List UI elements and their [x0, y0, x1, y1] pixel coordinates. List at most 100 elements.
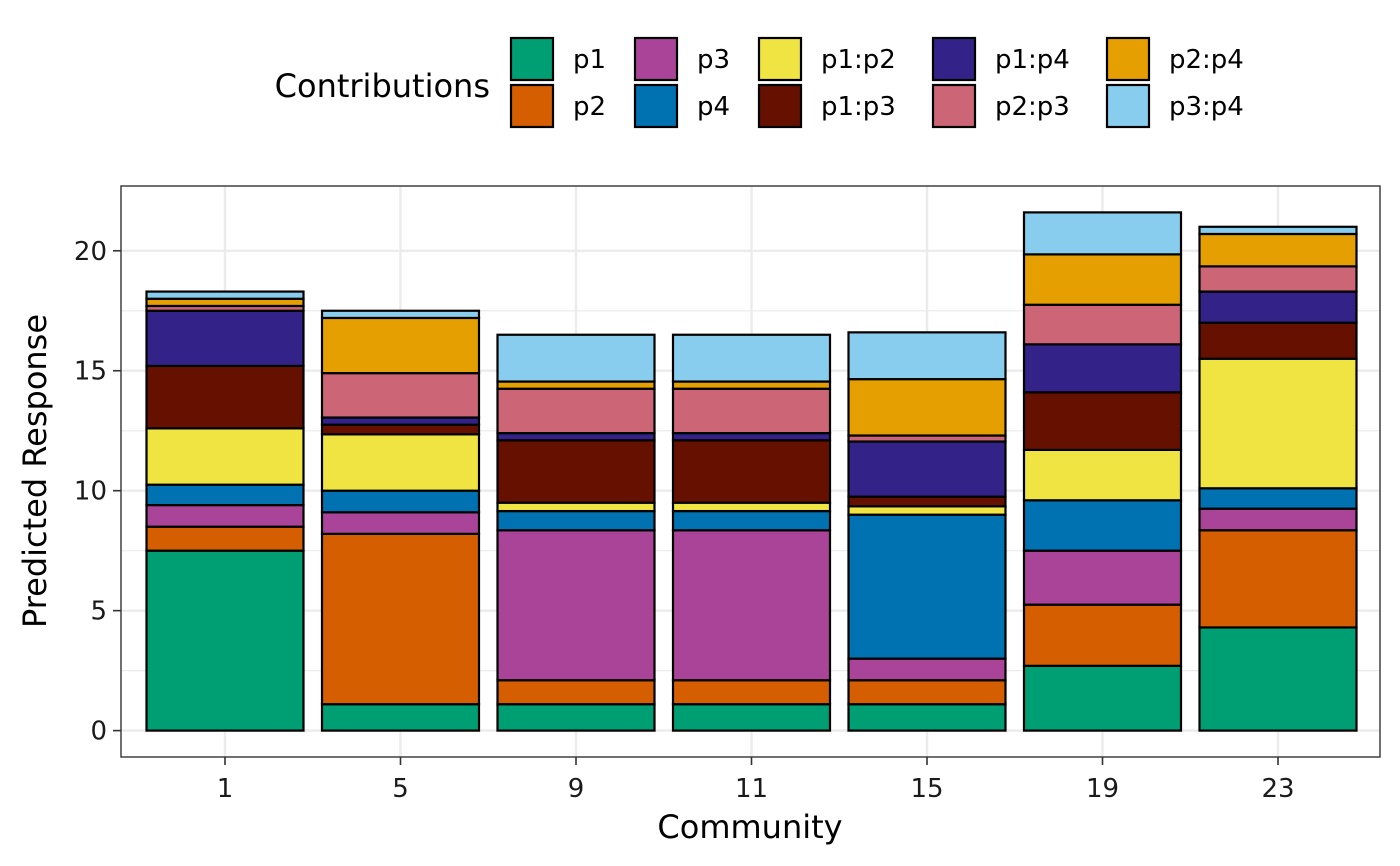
bar-segment-15-p1-p3	[847, 495, 1007, 508]
bar-segment-15-p1-p2	[847, 505, 1007, 516]
x-tick-label: 19	[1086, 774, 1119, 804]
bar-segment-9-p1	[496, 703, 656, 732]
legend-swatch-p2-p4	[1105, 36, 1151, 82]
bar-segment-19-p2-p3	[1022, 303, 1183, 346]
bar-segment-19-p2	[1022, 603, 1183, 667]
legend-label-p2-p4: p2:p4	[1169, 45, 1244, 75]
legend-swatch-p3	[633, 36, 679, 82]
bar-segment-19-p3-p4	[1022, 211, 1183, 256]
bar-segment-1-p3	[145, 503, 305, 528]
legend-item-p1-p3: p1:p3	[757, 83, 896, 129]
legend-label-p1: p1	[573, 45, 606, 75]
y-tick-label: 10	[74, 477, 107, 507]
bar-stack-15	[847, 331, 1007, 732]
y-tick-label: 20	[74, 237, 107, 267]
x-tick-label: 11	[735, 774, 768, 804]
legend-label-p3: p3	[697, 45, 730, 75]
bar-segment-5-p2-p4	[320, 316, 481, 375]
legend-swatch-p1-p2	[757, 36, 803, 82]
legend-item-p2-p3: p2:p3	[931, 83, 1070, 129]
x-tick-label: 23	[1261, 774, 1294, 804]
bar-segment-9-p4	[496, 509, 656, 532]
legend-label-p1-p4: p1:p4	[995, 45, 1070, 75]
legend-item-p1-p4: p1:p4	[931, 36, 1070, 82]
x-axis: 1 5 9 11 15 19 23	[217, 757, 1295, 804]
bar-segment-15-p3-p4	[847, 331, 1007, 381]
legend-label-p4: p4	[697, 92, 730, 122]
legend-label-p2: p2	[573, 92, 606, 122]
bar-segment-1-p4	[145, 483, 305, 507]
bar-segment-9-p2-p3	[496, 387, 656, 435]
bar-segment-11-p1	[671, 703, 832, 732]
legend-swatch-p2-p3	[931, 83, 977, 129]
bar-segment-11-p1-p2	[671, 501, 832, 513]
bar-segment-9-p1-p2	[496, 501, 656, 513]
bar-segment-1-p2	[145, 525, 305, 552]
legend-swatch-p3-p4	[1105, 83, 1151, 129]
bar-segment-23-p3-p4	[1198, 225, 1358, 236]
x-tick-label: 5	[392, 774, 409, 804]
legend-item-p2: p2	[509, 83, 606, 129]
legend-swatch-p2	[509, 83, 555, 129]
bar-segment-19-p3	[1022, 549, 1183, 606]
bar-stack-9	[496, 333, 656, 732]
bar-segment-9-p3-p4	[496, 333, 656, 383]
x-tick-label: 1	[217, 774, 234, 804]
legend-label-p1-p3: p1:p3	[821, 92, 896, 122]
legend-label-p1-p2: p1:p2	[821, 45, 896, 75]
bar-segment-23-p1-p3	[1198, 321, 1358, 360]
bar-segment-23-p1-p2	[1198, 357, 1358, 490]
x-tick-label: 15	[910, 774, 943, 804]
legend-swatch-p1	[509, 36, 555, 82]
bar-segment-1-p1	[145, 549, 305, 732]
bar-segment-23-p2	[1198, 529, 1358, 629]
legend-item-p4: p4	[633, 83, 730, 129]
y-axis-title: Predicted Response	[16, 314, 54, 628]
bar-segment-19-p1-p3	[1022, 391, 1183, 452]
bar-segment-19-p1-p2	[1022, 448, 1183, 502]
bar-segment-9-p3	[496, 529, 656, 682]
bar-segment-15-p4	[847, 513, 1007, 660]
bar-segment-11-p1-p3	[671, 439, 832, 504]
x-tick-label: 9	[568, 774, 585, 804]
bar-segment-19-p2-p4	[1022, 253, 1183, 306]
bar-segment-15-p1-p4	[847, 440, 1007, 498]
y-axis: 0 5 10 15 20	[74, 237, 121, 747]
bar-segment-5-p3	[320, 511, 481, 535]
bar-segment-11-p4	[671, 509, 832, 532]
bar-segment-19-p1	[1022, 664, 1183, 732]
bar-segment-11-p2-p3	[671, 387, 832, 435]
plot-panel-border	[120, 185, 1381, 758]
legend-label-p2-p3: p2:p3	[995, 92, 1070, 122]
legend-label-p3-p4: p3:p4	[1169, 92, 1244, 122]
bar-segment-1-p1-p3	[145, 364, 305, 430]
bar-segment-9-p2	[496, 679, 656, 706]
bar-segment-11-p3-p4	[671, 333, 832, 383]
bar-stack-11	[671, 333, 832, 732]
bar-segment-1-p1-p2	[145, 427, 305, 486]
bar-segment-19-p4	[1022, 499, 1183, 552]
bar-segment-5-p1-p2	[320, 433, 481, 492]
bar-segment-15-p2-p4	[847, 378, 1007, 437]
legend-item-p1-p2: p1:p2	[757, 36, 896, 82]
legend-item-p3: p3	[633, 36, 730, 82]
y-tick-label: 0	[90, 717, 107, 747]
x-axis-title: Community	[657, 808, 842, 846]
bars	[145, 211, 1358, 732]
bar-stack-5	[320, 309, 481, 732]
bar-segment-1-p1-p4	[145, 309, 305, 368]
bar-segment-15-p2	[847, 679, 1007, 706]
bar-segment-9-p1-p3	[496, 439, 656, 504]
bar-stack-1	[145, 290, 305, 732]
bar-stack-23	[1198, 225, 1358, 732]
bar-segment-5-p1-p3	[320, 423, 481, 436]
bar-segment-11-p2	[671, 679, 832, 706]
bar-segment-23-p4	[1198, 487, 1358, 510]
legend-item-p2-p4: p2:p4	[1105, 36, 1244, 82]
y-tick-label: 5	[90, 597, 107, 627]
bar-segment-15-p3	[847, 657, 1007, 682]
legend: Contributions p1 p2 p3 p4 p1:p2 p1:p3 p1:p4 p2:…	[275, 36, 1244, 129]
bar-segment-23-p1-p4	[1198, 290, 1358, 324]
bar-segment-19-p1-p4	[1022, 343, 1183, 394]
